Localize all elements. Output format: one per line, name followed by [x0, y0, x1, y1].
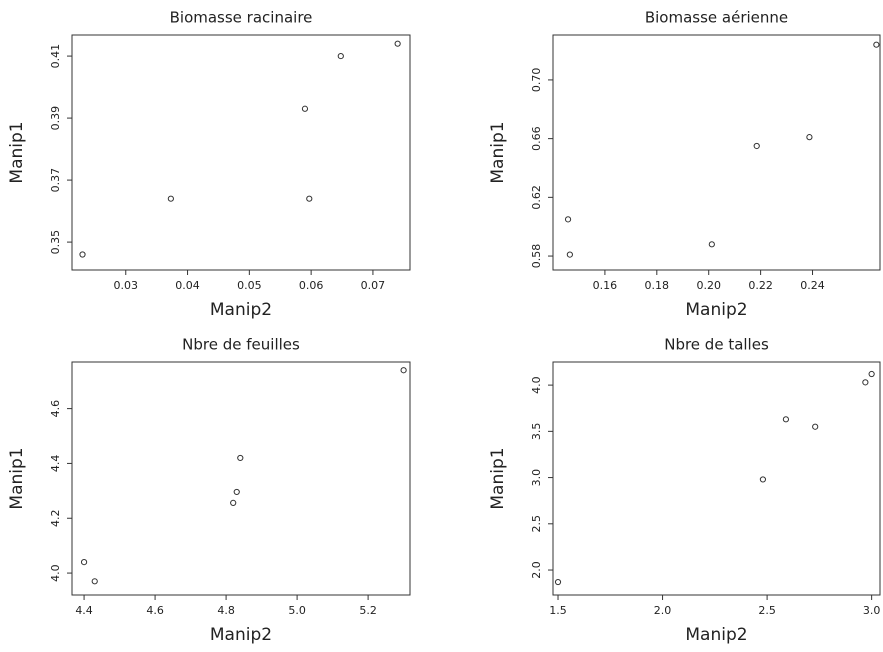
point — [233, 488, 240, 496]
y-tick-label: 4.4 — [49, 455, 62, 473]
chart-title: Nbre de talles — [664, 336, 769, 354]
y-tick-label: 2.5 — [530, 515, 543, 533]
plot-frame — [552, 34, 881, 271]
y-tick-label: 2.0 — [530, 561, 543, 579]
point — [167, 195, 174, 202]
y-tick-label: 0.66 — [530, 126, 543, 151]
plot-frame — [552, 361, 881, 596]
panel: Biomasse aérienne Manip2 Manip1 0.16 0.18 0.2… — [488, 9, 881, 320]
x-tick-label: 4.4 — [75, 604, 93, 617]
x-tick-label: 0.06 — [299, 279, 324, 292]
y-tick-label: 4.2 — [49, 509, 62, 527]
y-tick-label: 4.0 — [530, 376, 543, 394]
point — [566, 251, 573, 258]
x-tick-label: 0.20 — [696, 279, 721, 292]
point — [806, 134, 813, 141]
point — [301, 105, 309, 112]
x-tick-label: 0.07 — [361, 279, 386, 292]
x-tick-label: 0.04 — [175, 279, 200, 292]
y-tick-label: 0.35 — [49, 230, 62, 255]
y-tick-label: 0.58 — [530, 244, 543, 269]
y-axis-label: Manip1 — [488, 121, 508, 183]
point — [337, 52, 344, 60]
x-tick-label: 0.18 — [645, 279, 670, 292]
x-tick-label: 4.6 — [146, 604, 164, 617]
plot-frame — [71, 361, 411, 596]
y-tick-label: 0.41 — [49, 44, 62, 69]
y-tick-label: 0.70 — [530, 68, 543, 93]
chart-title: Biomasse aérienne — [645, 9, 788, 27]
point — [91, 578, 98, 585]
point — [753, 142, 760, 150]
x-tick-label: 0.22 — [748, 279, 773, 292]
y-tick-label: 0.62 — [530, 185, 543, 210]
point — [564, 216, 572, 223]
panel: Biomasse racinaire Manip2 Manip1 0.03 0.04 0.… — [7, 9, 411, 320]
point — [237, 454, 244, 462]
panel: Nbre de talles Manip2 Manip1 1.5 2.0 2.5 3.0 2.… — [488, 336, 881, 645]
x-tick-label: 0.16 — [593, 279, 618, 292]
x-tick-label: 0.05 — [237, 279, 262, 292]
y-axis-label: Manip1 — [7, 121, 27, 183]
point — [873, 41, 880, 48]
y-tick-label: 0.39 — [49, 106, 62, 130]
point — [79, 251, 86, 258]
y-tick-label: 3.0 — [530, 469, 543, 487]
chart-title: Biomasse racinaire — [170, 9, 313, 27]
x-tick-label: 2.0 — [654, 604, 672, 617]
x-axis-label: Manip2 — [210, 625, 272, 645]
point — [554, 578, 562, 586]
x-axis-label: Manip2 — [685, 300, 747, 320]
x-axis-label: Manip2 — [210, 300, 272, 320]
y-tick-label: 3.5 — [530, 423, 543, 441]
point — [708, 241, 715, 248]
point — [868, 370, 875, 378]
x-tick-label: 0.03 — [114, 279, 139, 292]
x-tick-label: 5.0 — [288, 604, 306, 617]
chart-title: Nbre de feuilles — [182, 336, 300, 354]
x-tick-label: 1.5 — [549, 604, 567, 617]
x-tick-label: 0.24 — [800, 279, 825, 292]
point — [80, 559, 88, 566]
x-axis-label: Manip2 — [685, 625, 747, 645]
y-tick-label: 4.6 — [49, 400, 62, 418]
point — [862, 379, 869, 386]
y-axis-label: Manip1 — [7, 447, 27, 509]
x-tick-label: 5.2 — [359, 604, 377, 617]
point — [306, 195, 313, 202]
point — [782, 416, 790, 423]
plot-frame — [71, 34, 411, 271]
point — [759, 476, 767, 483]
panel: Nbre de feuilles Manip2 Manip1 4.4 4.6 4.8 5.0… — [7, 336, 411, 645]
point — [812, 423, 819, 430]
x-tick-label: 4.8 — [217, 604, 235, 617]
point — [394, 40, 401, 47]
y-tick-label: 0.37 — [49, 168, 62, 193]
x-tick-label: 2.5 — [758, 604, 776, 617]
point — [400, 367, 407, 374]
y-tick-label: 4.0 — [49, 564, 62, 582]
y-axis-label: Manip1 — [488, 447, 508, 509]
x-tick-label: 3.0 — [863, 604, 881, 617]
point — [230, 499, 237, 506]
